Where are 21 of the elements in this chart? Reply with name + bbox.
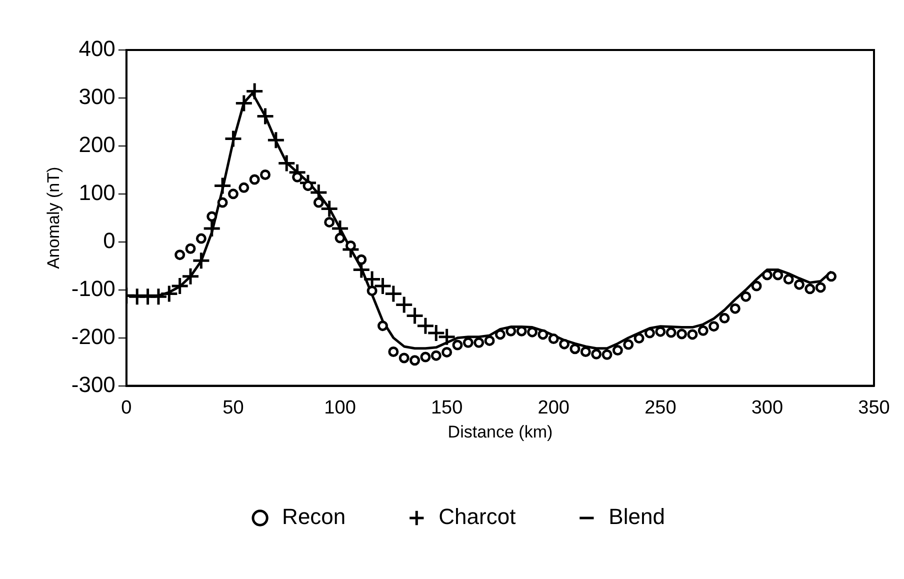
y-tick-label: -200 — [71, 324, 116, 349]
y-axis-title: Anomaly (nT) — [44, 166, 63, 269]
y-tick-label: 300 — [78, 84, 116, 110]
x-tick-label: 250 — [644, 397, 676, 418]
x-tick-label: 200 — [538, 397, 570, 418]
y-tick-label: -300 — [71, 372, 116, 397]
y-tick-label: -100 — [71, 276, 116, 301]
x-tick-label: 350 — [858, 397, 890, 418]
y-tick-label: 400 — [78, 36, 116, 62]
x-tick-label: 50 — [222, 397, 244, 418]
y-tick-label: 100 — [78, 180, 116, 205]
x-tick-label: 300 — [751, 397, 784, 418]
x-tick-label: 150 — [430, 397, 463, 418]
y-tick-label: 200 — [78, 132, 116, 158]
x-tick-label: 100 — [324, 397, 356, 418]
legend-label: Blend — [608, 504, 665, 530]
x-tick-label: 0 — [121, 397, 132, 418]
x-axis-title: Distance (km) — [448, 422, 553, 442]
legend-label: Recon — [282, 504, 346, 530]
y-tick-label: 0 — [103, 228, 116, 253]
legend-label: Charcot — [438, 504, 516, 530]
